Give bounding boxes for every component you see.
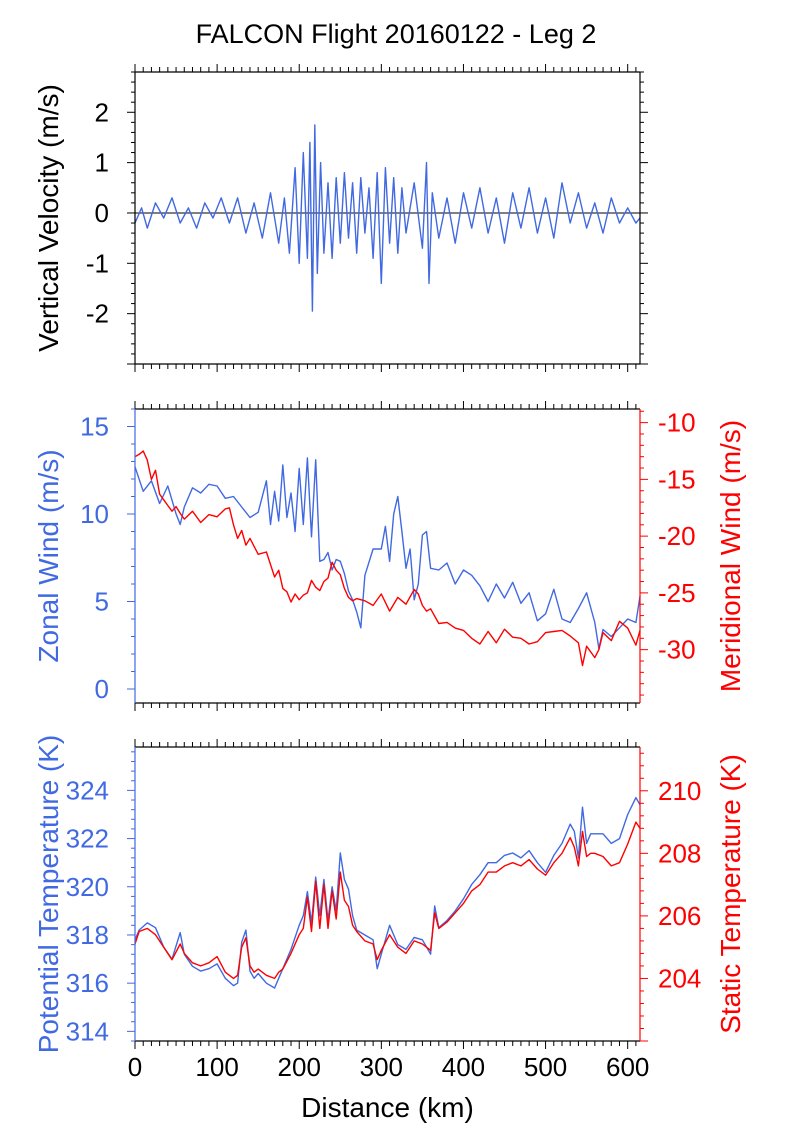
y-tick-label: 2 xyxy=(95,97,109,127)
series-line-static-temperature-k xyxy=(134,821,641,980)
y2-axis-label: Static Temperature (K) xyxy=(715,754,746,1034)
y-axis-label: Zonal Wind (m/s) xyxy=(33,449,64,662)
y-tick-label: 320 xyxy=(66,872,109,902)
x-axis-label: Distance (km) xyxy=(301,1092,474,1123)
y2-axis-label: Meridional Wind (m/s) xyxy=(715,420,746,692)
x-tick-label: 300 xyxy=(360,1052,403,1082)
y-tick-label: 322 xyxy=(66,824,109,854)
y2-tick-label: -10 xyxy=(658,408,696,438)
y-tick-label: 0 xyxy=(95,198,109,228)
y2-tick-label: 208 xyxy=(658,838,701,868)
y-tick-label: 314 xyxy=(66,1016,109,1046)
panel-middle: 0 5 10 15 Zonal Wind (m/s) -30 -25 -20 -15 -10 Mer… xyxy=(33,401,746,711)
y-tick-label: 318 xyxy=(66,920,109,950)
panel-bottom: 0 100 200 300 400 500 600 Distance (km) 314 316 31… xyxy=(33,735,746,1123)
series-line-zonal-wind-m-s xyxy=(134,457,641,650)
y-tick-label: 324 xyxy=(66,775,109,805)
x-tick-label: 600 xyxy=(606,1052,649,1082)
y-tick-label: 15 xyxy=(80,412,109,442)
y-axis-label: Vertical Velocity (m/s) xyxy=(33,84,64,352)
y-tick-label: 10 xyxy=(80,499,109,529)
y2-tick-label: 204 xyxy=(658,963,701,993)
series-line-potential-temperature-k xyxy=(134,796,641,989)
x-tick-label: 0 xyxy=(128,1052,142,1082)
y2-tick-label: 206 xyxy=(658,901,701,931)
y-tick-label: 0 xyxy=(95,674,109,704)
panel-top: -2 -1 0 1 2 Vertical Velocity (m/s) xyxy=(33,64,648,372)
series-line-top xyxy=(134,124,641,312)
x-tick-label: 400 xyxy=(442,1052,485,1082)
y2-tick-label: -20 xyxy=(658,521,696,551)
x-tick-label: 500 xyxy=(524,1052,567,1082)
y2-tick-label: -30 xyxy=(658,635,696,665)
y-tick-label: 5 xyxy=(95,587,109,617)
y-axis-label: Potential Temperature (K) xyxy=(33,735,64,1054)
y-tick-label: 1 xyxy=(95,148,109,178)
y-tick-label: -1 xyxy=(86,248,109,278)
x-tick-label: 200 xyxy=(278,1052,321,1082)
y2-tick-label: -15 xyxy=(658,464,696,494)
x-tick-label: 100 xyxy=(195,1052,238,1082)
y-tick-label: -2 xyxy=(86,299,109,329)
figure-title: FALCON Flight 20160122 - Leg 2 xyxy=(196,19,597,49)
y2-tick-label: 210 xyxy=(658,776,701,806)
series-line-meridional-wind-m-s xyxy=(134,450,641,667)
y2-tick-label: -25 xyxy=(658,578,696,608)
y-tick-label: 316 xyxy=(66,968,109,998)
